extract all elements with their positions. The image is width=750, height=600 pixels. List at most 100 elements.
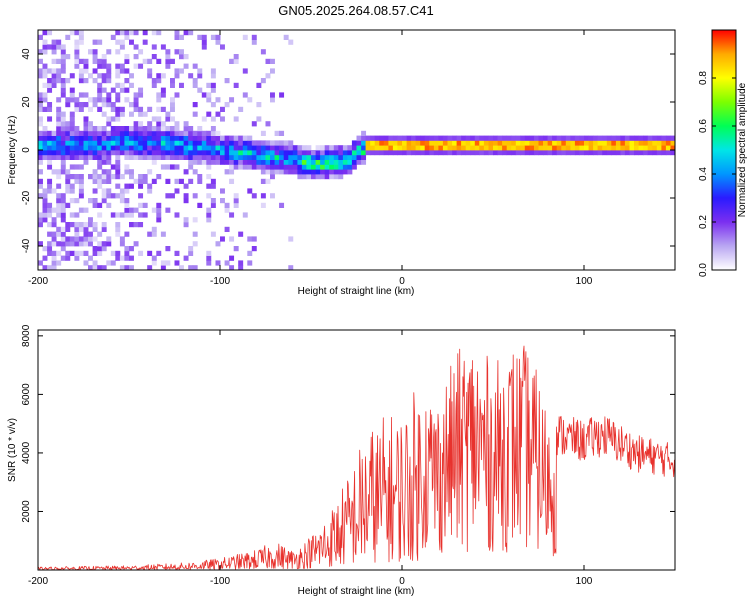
heatmap-cell bbox=[197, 145, 203, 151]
heatmap-cell bbox=[47, 164, 53, 170]
heatmap-cell bbox=[97, 97, 103, 103]
heatmap-cell bbox=[129, 145, 134, 151]
heatmap-cell bbox=[106, 145, 112, 151]
heatmap-cell bbox=[97, 58, 103, 64]
heatmap-cell bbox=[69, 92, 75, 98]
heatmap-cell bbox=[92, 188, 98, 194]
heatmap-cell bbox=[584, 140, 589, 146]
heatmap-cell bbox=[392, 150, 398, 156]
heatmap-cell bbox=[60, 140, 66, 146]
heatmap-cell bbox=[38, 222, 43, 228]
heatmap-cell bbox=[497, 145, 503, 151]
heatmap-cell bbox=[147, 188, 153, 194]
heatmap-cell bbox=[106, 92, 112, 98]
heatmap-cell bbox=[133, 222, 139, 228]
heatmap-cell bbox=[56, 44, 62, 50]
heatmap-cell bbox=[60, 217, 66, 223]
heatmap-cell bbox=[329, 154, 335, 160]
heatmap-cell bbox=[579, 135, 585, 141]
heatmap-cell bbox=[192, 193, 198, 199]
heatmap-cell bbox=[83, 116, 89, 122]
heatmap-cell bbox=[115, 255, 121, 261]
heatmap-cell bbox=[274, 140, 280, 146]
heatmap-cell bbox=[552, 145, 558, 151]
heatmap-cell bbox=[92, 226, 98, 232]
heatmap-cell bbox=[106, 49, 112, 55]
heatmap-cell bbox=[60, 154, 66, 160]
heatmap-cell bbox=[138, 250, 144, 256]
heatmap-cell bbox=[97, 178, 103, 184]
heatmap-cell bbox=[260, 130, 266, 136]
heatmap-cell bbox=[647, 140, 653, 146]
heatmap-cell bbox=[456, 145, 462, 151]
heatmap-cell bbox=[361, 154, 367, 160]
heatmap-cell bbox=[78, 92, 84, 98]
heatmap-cell bbox=[292, 164, 298, 170]
heatmap-cell bbox=[124, 202, 130, 208]
heatmap-cell bbox=[56, 226, 62, 232]
heatmap-cell bbox=[247, 150, 253, 156]
heatmap-cell bbox=[115, 159, 121, 165]
heatmap-cell bbox=[51, 44, 57, 50]
heatmap-cell bbox=[92, 202, 98, 208]
heatmap-cell bbox=[51, 260, 57, 266]
heatmap-cell bbox=[574, 145, 580, 151]
heatmap-cell bbox=[101, 111, 107, 117]
heatmap-cell bbox=[301, 164, 307, 170]
heatmap-cell bbox=[142, 212, 148, 218]
heatmap-cell bbox=[424, 135, 430, 141]
heatmap-cell bbox=[665, 150, 671, 156]
heatmap-cell bbox=[574, 140, 580, 146]
heatmap-cell bbox=[242, 34, 248, 40]
heatmap-cell bbox=[251, 236, 257, 242]
heatmap-cell bbox=[101, 222, 107, 228]
heatmap-cell bbox=[288, 236, 294, 242]
heatmap-cell bbox=[397, 145, 403, 151]
heatmap-cell bbox=[242, 92, 248, 98]
heatmap-cell bbox=[315, 154, 321, 160]
heatmap-cell bbox=[274, 150, 280, 156]
heatmap-cell bbox=[119, 145, 125, 151]
heatmap-cell bbox=[324, 145, 330, 151]
heatmap-cell bbox=[611, 140, 617, 146]
heatmap-cell bbox=[170, 150, 175, 156]
heatmap-cell bbox=[315, 169, 321, 175]
heatmap-cell bbox=[311, 174, 316, 180]
heatmap-cell bbox=[301, 174, 307, 180]
heatmap-cell bbox=[88, 106, 93, 112]
heatmap-cell bbox=[142, 202, 148, 208]
heatmap-cell bbox=[661, 135, 667, 141]
heatmap-cell bbox=[56, 231, 62, 237]
heatmap-cell bbox=[138, 121, 144, 127]
heatmap-cell bbox=[74, 236, 80, 242]
heatmap-cell bbox=[124, 198, 130, 204]
heatmap-cell bbox=[51, 73, 57, 79]
heatmap-cell bbox=[233, 145, 239, 151]
heatmap-cell bbox=[124, 140, 130, 146]
heatmap-cell bbox=[38, 260, 43, 266]
heatmap-cell bbox=[483, 145, 489, 151]
heatmap-cell bbox=[520, 150, 526, 156]
heatmap-cell bbox=[361, 150, 367, 156]
heatmap-cell bbox=[192, 150, 198, 156]
heatmap-cell bbox=[124, 250, 130, 256]
heatmap-cell bbox=[192, 169, 198, 175]
heatmap-cell bbox=[233, 164, 239, 170]
heatmap-cell bbox=[652, 150, 658, 156]
heatmap-cell bbox=[288, 140, 294, 146]
heatmap-cell bbox=[65, 121, 71, 127]
heatmap-cell bbox=[497, 150, 503, 156]
heatmap-cell bbox=[260, 169, 266, 175]
heatmap-cell bbox=[215, 135, 221, 141]
heatmap-cell bbox=[147, 250, 153, 256]
heatmap-cell bbox=[306, 159, 312, 165]
heatmap-cell bbox=[92, 150, 98, 156]
heatmap-cell bbox=[251, 159, 257, 165]
heatmap-cell bbox=[456, 140, 462, 146]
spectrogram-x-ticks: -200 -100 0 100 bbox=[28, 30, 593, 287]
heatmap-cell bbox=[256, 159, 262, 165]
heatmap-cell bbox=[170, 164, 175, 170]
heatmap-cell bbox=[179, 68, 184, 74]
heatmap-cell bbox=[251, 140, 257, 146]
heatmap-cell bbox=[97, 154, 103, 160]
